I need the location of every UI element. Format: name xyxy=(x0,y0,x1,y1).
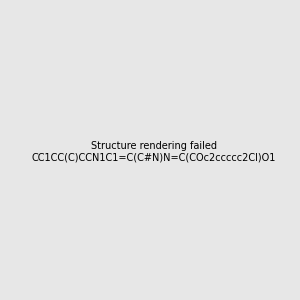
Text: Structure rendering failed
CC1CC(C)CCN1C1=C(C#N)N=C(COc2ccccc2Cl)O1: Structure rendering failed CC1CC(C)CCN1C… xyxy=(32,141,276,162)
